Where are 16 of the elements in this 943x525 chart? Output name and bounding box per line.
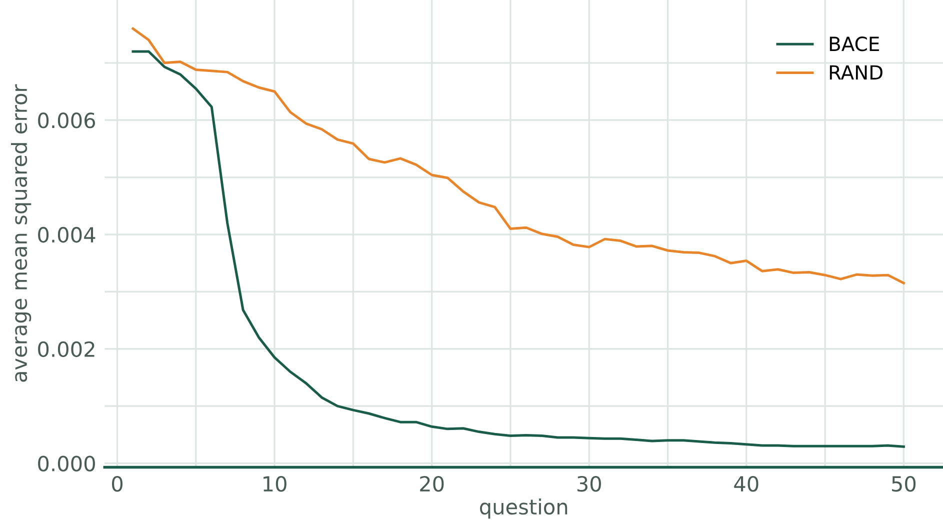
x-tick-label: 50 xyxy=(892,476,916,492)
legend-label: BACE xyxy=(830,36,879,52)
y-tick-label: 0.000 xyxy=(38,456,95,472)
x-tick-label: 30 xyxy=(577,476,601,492)
line-series xyxy=(132,27,905,284)
x-tick-label: 10 xyxy=(264,476,286,492)
y-axis-title: average mean squared error xyxy=(10,84,32,382)
y-tick-label: 0.002 xyxy=(38,341,94,358)
y-tick-label: 0.004 xyxy=(38,226,96,243)
legend-label: RAND xyxy=(830,65,882,80)
line-series xyxy=(132,50,905,448)
x-axis-title: question xyxy=(480,498,568,519)
y-tick-label: 0.006 xyxy=(38,112,96,128)
x-tick-label: 20 xyxy=(420,476,444,492)
x-tick-label: 0 xyxy=(112,476,122,492)
x-tick-label: 40 xyxy=(734,476,758,492)
